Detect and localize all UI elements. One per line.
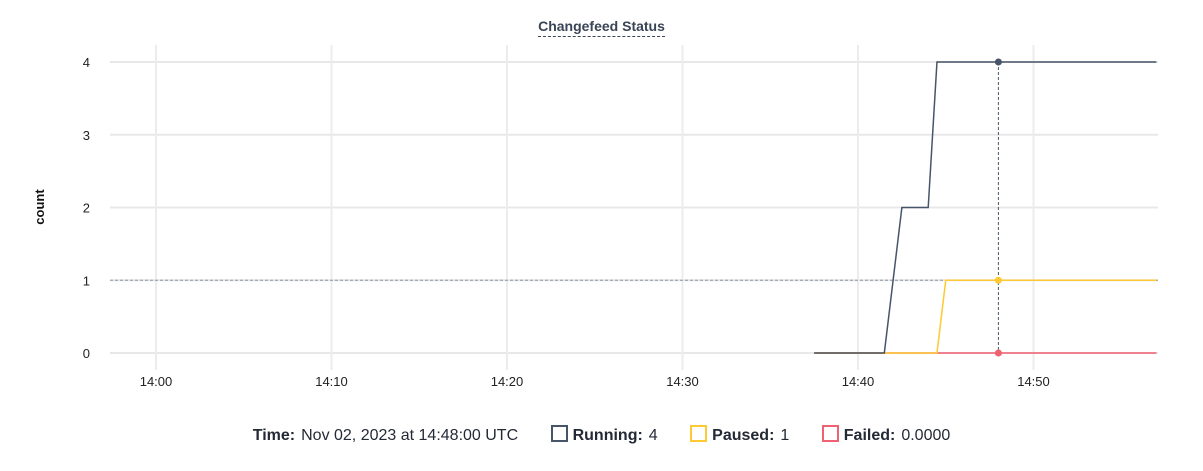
series-line-paused <box>814 279 1157 354</box>
hover-point-failed <box>994 349 1002 357</box>
legend-value: 0.0000 <box>901 427 951 444</box>
x-tick-label: 14:10 <box>315 374 348 389</box>
time-value: Nov 02, 2023 at 14:48:00 UTC <box>301 427 519 444</box>
legend-label: Failed: <box>843 427 896 444</box>
legend: Time: Nov 02, 2023 at 14:48:00 UTC Runnin… <box>0 425 1203 445</box>
series-line-running <box>814 61 1157 354</box>
legend-label: Running: <box>572 427 643 444</box>
time-label: Time: <box>252 427 296 444</box>
x-tick-label: 14:00 <box>140 374 173 389</box>
failed-swatch <box>821 425 839 442</box>
y-tick-label: 0 <box>83 346 90 361</box>
legend-value: 4 <box>648 427 658 444</box>
x-tick-label: 14:40 <box>842 374 875 389</box>
y-tick-label: 4 <box>83 55 90 70</box>
hover-point-paused <box>994 276 1002 284</box>
y-tick-label: 3 <box>83 128 90 143</box>
legend-item-failed[interactable]: Failed: 0.0000 <box>821 425 951 445</box>
y-tick-label: 1 <box>83 273 90 288</box>
y-tick-label: 2 <box>83 201 90 216</box>
legend-time: Time: Nov 02, 2023 at 14:48:00 UTC <box>253 427 518 445</box>
legend-value: 1 <box>780 427 790 444</box>
x-tick-label: 14:20 <box>491 374 524 389</box>
paused-swatch <box>690 425 708 442</box>
chart-title: Changefeed Status <box>538 18 665 37</box>
legend-item-paused[interactable]: Paused: 1 <box>690 425 789 445</box>
x-tick-label: 14:30 <box>666 374 699 389</box>
running-swatch <box>550 425 568 442</box>
legend-label: Paused: <box>712 427 775 444</box>
y-axis-label: count <box>32 189 47 225</box>
x-tick-label: 14:50 <box>1017 374 1050 389</box>
hover-point-running <box>994 58 1002 66</box>
legend-item-running[interactable]: Running: 4 <box>550 425 658 445</box>
